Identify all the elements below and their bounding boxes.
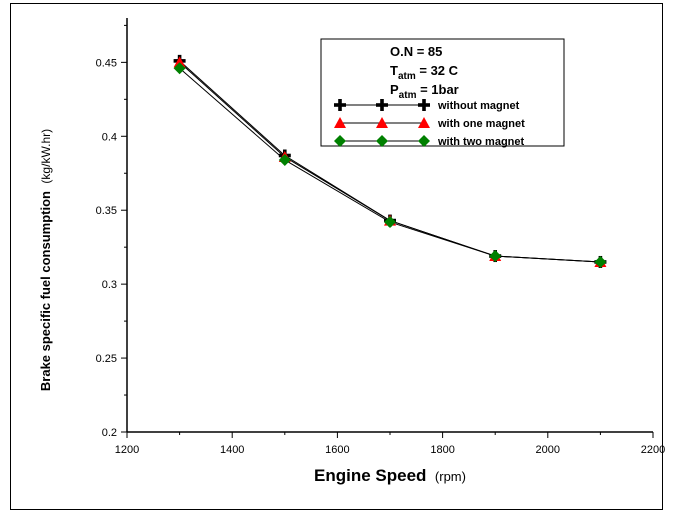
legend-entry: with one magnet — [334, 117, 525, 130]
legend-pressure-symbol: P — [390, 82, 399, 97]
data-point-series-3 — [489, 250, 502, 263]
x-axis-title-main: Engine Speed — [314, 466, 426, 485]
y-axis-title: Brake specific fuel consumption (kg/kW.h… — [37, 129, 54, 391]
chart-frame — [10, 3, 663, 510]
legend-label: with two magnet — [437, 136, 525, 148]
legend-marker — [418, 117, 430, 128]
y-tick-label: 0.45 — [96, 57, 117, 69]
x-tick-label: 2200 — [641, 444, 665, 456]
legend-pressure: Patm = 1bar — [390, 82, 459, 101]
x-tick-label: 1600 — [325, 444, 349, 456]
data-point-series-3 — [173, 62, 186, 75]
y-tick-label: 0.25 — [96, 353, 117, 365]
data-point-series-3 — [278, 153, 291, 166]
x-tick-label: 1400 — [220, 444, 244, 456]
legend-pressure-subscript: atm — [399, 90, 417, 101]
legend-entries: without magnet with one magnet with two ma… — [334, 99, 525, 148]
y-tick-label: 0.3 — [102, 279, 117, 291]
legend-marker — [376, 99, 388, 111]
y-axis-title-unit: (kg/kW.hr) — [39, 129, 53, 184]
data-point-series-3 — [594, 255, 607, 268]
y-tick-label: 0.35 — [96, 205, 117, 217]
legend-marker — [376, 135, 388, 147]
legend-marker — [334, 99, 346, 111]
legend-marker — [334, 117, 346, 128]
legend-temperature-symbol: T — [390, 63, 398, 78]
legend-marker — [376, 117, 388, 128]
legend-marker — [334, 135, 346, 147]
data-point-series-3 — [384, 216, 396, 229]
legend-box — [320, 38, 565, 147]
legend-entry: without magnet — [334, 99, 520, 112]
legend-entry: with two magnet — [334, 135, 525, 148]
legend-temperature-value: = 32 C — [416, 63, 459, 78]
y-tick-label: 0.4 — [102, 131, 117, 143]
legend-temperature: Tatm = 32 C — [390, 63, 459, 82]
x-tick-label: 1200 — [115, 444, 139, 456]
legend-temperature-subscript: atm — [398, 71, 416, 82]
y-tick-label: 0.2 — [102, 427, 117, 439]
x-tick-label: 1800 — [430, 444, 454, 456]
y-axis-title-main: Brake specific fuel consumption — [38, 191, 53, 391]
legend-pressure-value: = 1bar — [416, 82, 458, 97]
series-markers — [173, 54, 607, 268]
x-tick-label: 2000 — [536, 444, 560, 456]
data-point-series-2 — [173, 56, 186, 68]
legend: O.N = 85 Tatm = 32 C Patm = 1bar without… — [320, 38, 565, 148]
x-axis-title: Engine Speed (rpm) — [314, 466, 466, 485]
legend-marker — [418, 135, 430, 147]
x-axis-title-unit: (rpm) — [435, 469, 466, 484]
legend-label: without magnet — [437, 100, 520, 112]
legend-octane-number: O.N = 85 — [390, 44, 442, 59]
legend-marker — [418, 99, 430, 111]
ticks: 1200 1400 1600 1800 2000 2200 0.2 0.25 0.3 0.35 0.… — [96, 24, 665, 456]
legend-label: with one magnet — [437, 118, 525, 130]
